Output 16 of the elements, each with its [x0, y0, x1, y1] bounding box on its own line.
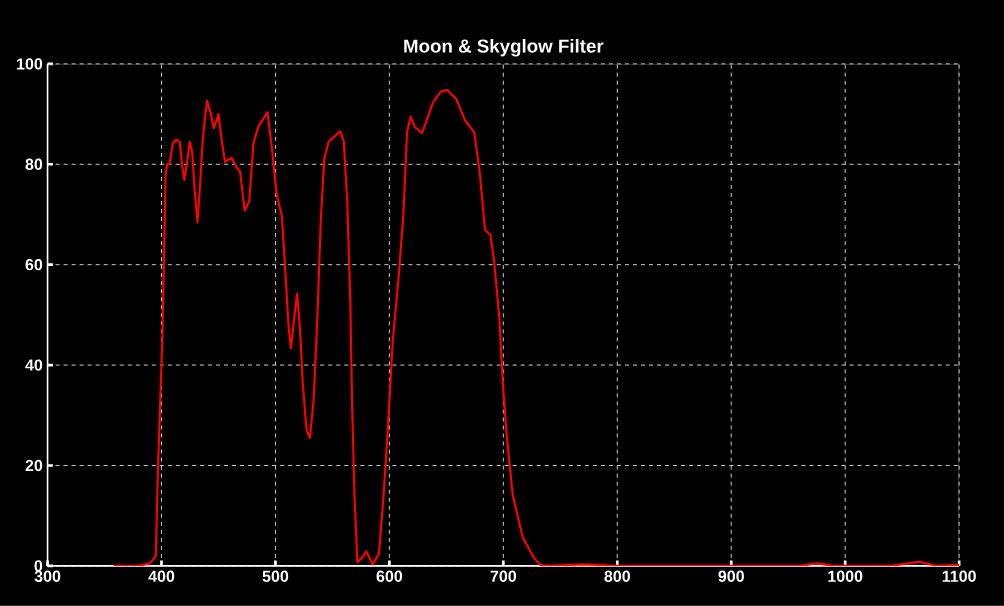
y-tick-label: 80 [25, 158, 43, 171]
chart-title: Moon & Skyglow Filter [404, 39, 604, 57]
x-tick-label: 900 [718, 570, 744, 583]
y-tick-label: 100 [17, 58, 43, 70]
x-tick-label: 1100 [942, 570, 976, 583]
x-tick-label: 800 [604, 570, 630, 583]
y-tick-label: 40 [25, 359, 43, 371]
x-tick-label: 700 [490, 570, 517, 583]
x-tick-label: 600 [376, 570, 403, 583]
x-tick-label: 300 [34, 570, 61, 583]
x-tick-label: 400 [148, 570, 175, 583]
y-tick-label: 0 [34, 560, 43, 572]
x-tick-label: 500 [262, 570, 289, 583]
x-tick-label: 1000 [828, 570, 863, 583]
y-tick-label: 20 [25, 459, 43, 472]
y-tick-label: 60 [25, 259, 43, 271]
